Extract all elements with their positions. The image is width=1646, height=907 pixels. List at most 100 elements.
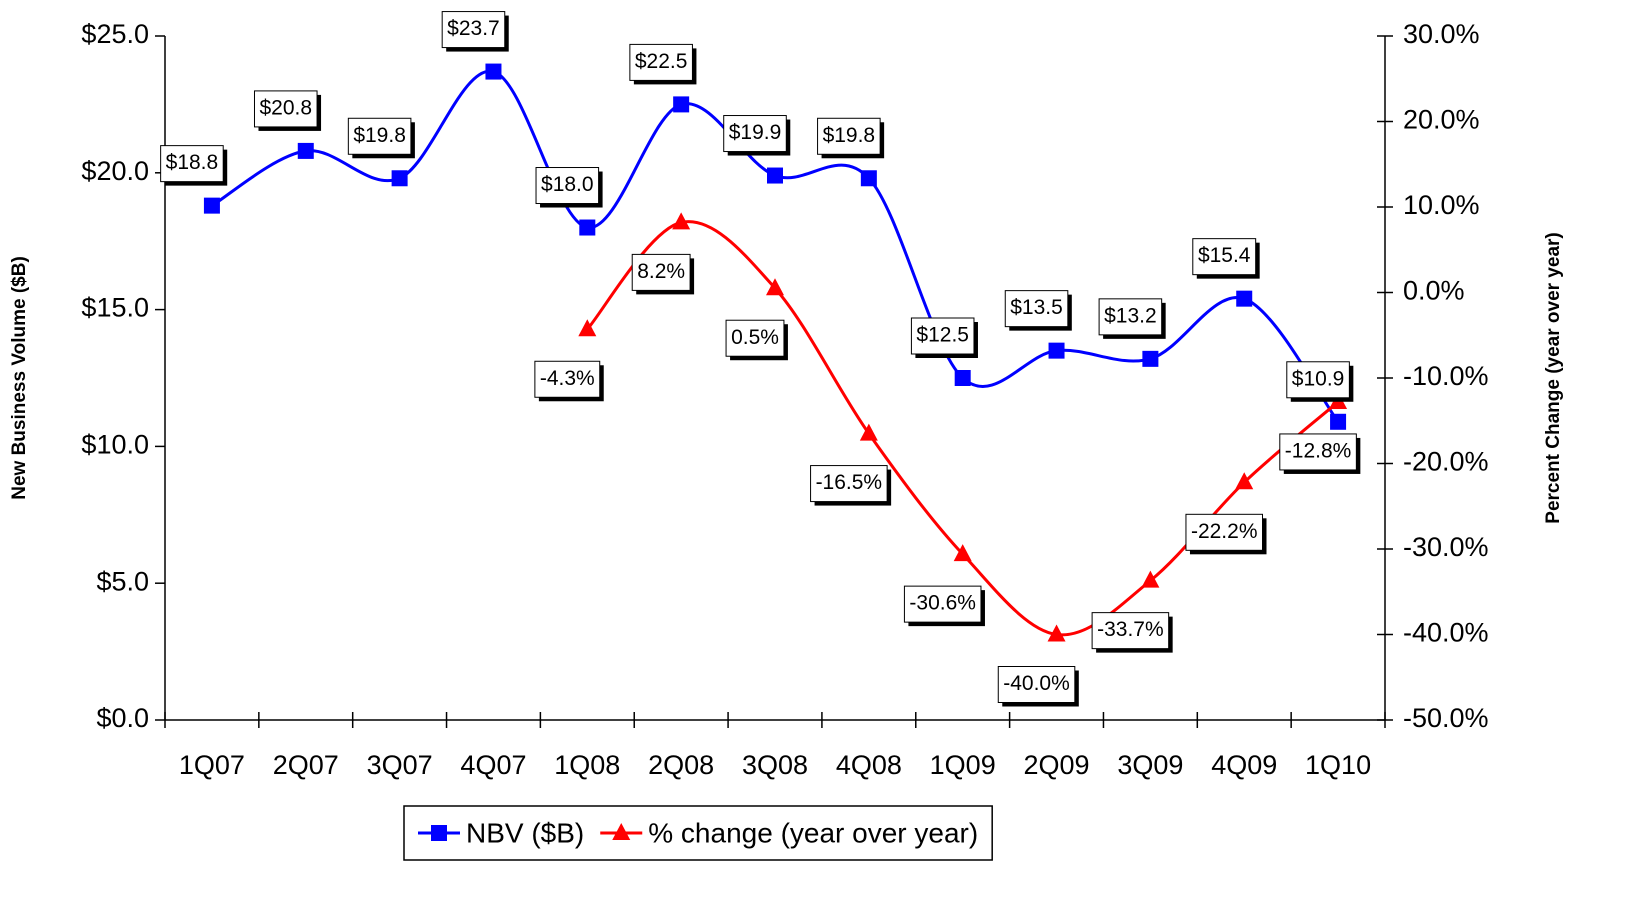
- y2-axis-title: Percent Change (year over year): [1543, 232, 1564, 523]
- y-tick-label: $20.0: [81, 156, 149, 186]
- data-label: $19.8: [347, 117, 415, 159]
- x-tick-label: 3Q07: [367, 750, 433, 780]
- y-tick-label: $0.0: [96, 703, 149, 733]
- data-label-text: 0.5%: [731, 326, 779, 349]
- data-label: $20.8: [253, 90, 322, 131]
- y2-tick-label: -50.0%: [1403, 703, 1489, 733]
- data-label-text: -30.6%: [909, 592, 976, 615]
- data-label-text: 8.2%: [637, 260, 685, 283]
- data-label-box: [441, 11, 506, 49]
- x-tick-label: 2Q07: [273, 750, 339, 780]
- data-label: -40.0%: [997, 666, 1079, 707]
- data-label: $19.9: [723, 115, 791, 156]
- marker: [1142, 350, 1159, 367]
- marker: [578, 319, 597, 337]
- data-label-box: [1286, 361, 1350, 399]
- marker: [860, 170, 877, 187]
- marker: [485, 63, 502, 80]
- data-label: $10.9: [1286, 361, 1354, 402]
- series-line: [586, 220, 1340, 637]
- marker: [391, 170, 408, 187]
- x-tick-label: 3Q09: [1117, 750, 1183, 780]
- y-tick-label: $10.0: [81, 430, 149, 460]
- data-label-text: -22.2%: [1191, 520, 1258, 543]
- data-label-text: $10.9: [1292, 367, 1345, 390]
- data-label-box: [997, 666, 1076, 703]
- data-label-box: [817, 117, 881, 155]
- data-label: -4.3%: [534, 360, 604, 402]
- data-label-box: [631, 253, 691, 291]
- data-label-box: [1091, 612, 1170, 650]
- data-label: $22.5: [629, 43, 697, 85]
- data-label-box: [1185, 513, 1264, 551]
- marker: [859, 423, 878, 441]
- y-tick-label: $5.0: [96, 566, 149, 596]
- data-label: 0.5%: [725, 319, 788, 361]
- marker: [953, 544, 972, 562]
- data-label-text: $19.8: [823, 124, 876, 147]
- data-label-box: [725, 319, 785, 357]
- x-tick-label: 2Q09: [1024, 750, 1090, 780]
- data-label-box: [903, 585, 982, 623]
- y2-tick-label: -10.0%: [1403, 361, 1489, 391]
- data-label-text: $19.8: [353, 124, 406, 147]
- data-label: $23.7: [441, 11, 509, 52]
- data-label: $13.5: [1004, 290, 1072, 331]
- data-label-text: $22.5: [635, 50, 688, 73]
- x-tick-label: 1Q09: [930, 750, 996, 780]
- marker: [1236, 290, 1253, 307]
- marker: [1235, 472, 1254, 490]
- y2-tick-label: 0.0%: [1403, 276, 1465, 306]
- data-label: 8.2%: [631, 253, 695, 295]
- data-label-text: $13.2: [1104, 304, 1157, 327]
- data-label-text: $18.8: [166, 151, 219, 174]
- y2-tick-label: -40.0%: [1403, 618, 1489, 648]
- data-label-box: [253, 90, 318, 128]
- data-label-box: [1279, 433, 1357, 471]
- data-label-text: -16.5%: [816, 471, 883, 494]
- y-tick-label: $15.0: [81, 293, 149, 323]
- data-label-text: $13.5: [1010, 296, 1063, 319]
- data-label-box: [629, 43, 693, 81]
- data-label-box: [1192, 238, 1257, 276]
- data-label-text: -40.0%: [1003, 672, 1070, 695]
- x-tick-label: 4Q09: [1211, 750, 1277, 780]
- data-label-box: [347, 117, 412, 155]
- y2-tick-label: 30.0%: [1403, 19, 1480, 49]
- data-label-text: $23.7: [447, 17, 500, 40]
- x-tick-label: 1Q10: [1305, 750, 1371, 780]
- data-label-text: -12.8%: [1285, 439, 1352, 462]
- data-label-box: [810, 465, 888, 503]
- marker: [1330, 413, 1347, 430]
- data-label: $18.8: [160, 145, 228, 186]
- x-tick-label: 1Q08: [554, 750, 620, 780]
- marker: [672, 212, 691, 230]
- data-label-text: $20.8: [259, 96, 312, 119]
- data-label-box: [1098, 298, 1163, 336]
- marker: [203, 197, 220, 214]
- marker: [954, 370, 971, 386]
- data-label: $12.5: [910, 317, 978, 358]
- data-label: -12.8%: [1279, 433, 1361, 474]
- data-label: $19.8: [817, 117, 885, 159]
- data-label: $18.0: [535, 167, 603, 208]
- data-label-text: -33.7%: [1097, 618, 1164, 641]
- x-tick-label: 4Q08: [836, 750, 902, 780]
- data-label: -16.5%: [810, 465, 892, 506]
- marker: [766, 278, 784, 296]
- data-label-box: [534, 360, 601, 398]
- marker: [1141, 570, 1160, 588]
- data-label-text: $18.0: [541, 173, 594, 196]
- y-tick-label: $25.0: [81, 19, 149, 49]
- data-label-box: [910, 317, 975, 355]
- marker: [767, 167, 783, 184]
- y2-tick-label: -20.0%: [1403, 447, 1489, 477]
- data-label-text: -4.3%: [540, 367, 595, 390]
- y2-tick-label: 10.0%: [1403, 190, 1480, 220]
- x-tick-label: 3Q08: [742, 750, 808, 780]
- data-label-box: [723, 115, 787, 153]
- legend: NBV ($B) % change (year over year): [403, 805, 993, 861]
- data-label-box: [160, 145, 224, 183]
- y2-tick-label: 20.0%: [1403, 105, 1480, 135]
